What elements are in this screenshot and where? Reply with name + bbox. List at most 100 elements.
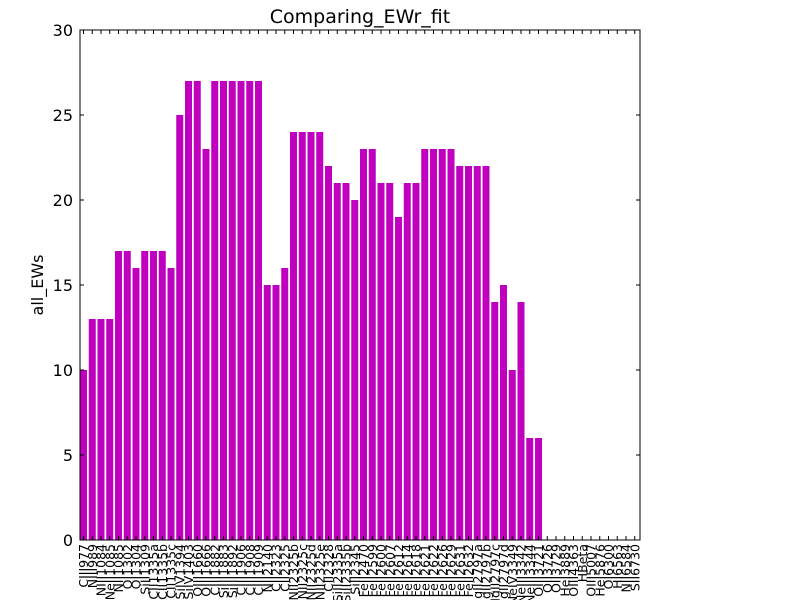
x-tick-label: OIII4363	[566, 544, 581, 597]
x-tick-label: NII2140	[260, 544, 275, 593]
bar-NII2325d	[307, 132, 315, 540]
x-tick-label: HBeta	[575, 544, 590, 582]
bar-NeIII3344	[526, 438, 534, 540]
x-tick-label: CIII1908	[242, 544, 257, 596]
bar-CII1335a	[150, 251, 157, 540]
bar-CIII1882	[211, 81, 219, 540]
bars-group	[80, 81, 542, 540]
x-tick-label: SiII2335a	[330, 544, 345, 600]
x-tick-label: FeII2632	[461, 544, 476, 597]
x-tick-label: FeII2631	[452, 544, 467, 597]
x-axis: CIII977NIII989NIII1084NeII1085NII1085OI1…	[76, 30, 642, 600]
x-tick-label: NeIV3349	[505, 544, 520, 600]
bar-FeII2612	[395, 217, 402, 540]
bar-CII1335b	[158, 251, 166, 540]
x-tick-label: NII2325c	[295, 544, 310, 600]
bar-SiIV1403	[185, 81, 192, 540]
x-tick-label: NII1085	[111, 544, 126, 593]
x-tick-label: SiIII1892	[225, 544, 240, 598]
x-tick-label: FeII2626	[435, 544, 450, 597]
y-tick-label: 5	[63, 446, 73, 465]
x-tick-label: OI1304	[129, 544, 144, 589]
x-tick-label: NII6584	[619, 544, 634, 593]
x-tick-label: CII2328	[321, 544, 336, 592]
x-tick-label: OIII3721	[531, 544, 546, 597]
x-tick-label: NeIII3342	[514, 544, 529, 600]
bar-FeII2621	[421, 149, 429, 540]
x-tick-label: NIII989	[85, 544, 100, 588]
x-tick-label: HI6563	[610, 544, 625, 589]
bar-CIII1908	[246, 81, 254, 540]
bar-OIII1660	[193, 81, 201, 540]
x-tick-label: FeII2629	[444, 544, 459, 597]
bar-CIII1906	[237, 81, 245, 540]
bar-OI1302	[123, 251, 131, 540]
x-tick-label: CII1335b	[155, 544, 170, 600]
x-tick-label: MgII2797a	[470, 544, 485, 600]
x-tick-label: MgII2797d	[496, 544, 511, 600]
x-tick-label: OI6300	[601, 544, 616, 589]
plot-frame	[79, 29, 641, 541]
bar-OI1304	[132, 268, 140, 540]
y-tick-label: 10	[53, 361, 73, 380]
bar-NII2140	[263, 285, 271, 540]
x-tick-label: NII2325e	[312, 544, 327, 600]
bar-OIII3721	[535, 438, 542, 540]
bar-NII2325c	[298, 132, 306, 540]
y-axis-label: all_EWs	[28, 255, 48, 316]
bar-NII1085	[115, 251, 122, 540]
x-tick-label: SiIII1883	[216, 544, 231, 598]
x-tick-label: MgII2797c	[487, 544, 502, 600]
x-tick-label: FeII2618	[409, 544, 424, 597]
bar-FeII2632	[465, 166, 472, 540]
bar-CII2323	[272, 285, 280, 540]
chart-title: Comparing_EWr_fit	[270, 6, 450, 28]
x-tick-label: FeII2614	[400, 544, 415, 597]
bar-FeII2629	[447, 149, 455, 540]
x-tick-label: NIII1084	[94, 544, 109, 596]
bar-MgII2797b	[482, 166, 490, 540]
x-tick-label: OII3726	[540, 544, 555, 593]
x-tick-label: NII2325d	[304, 544, 319, 600]
bar-SiII2335b	[342, 183, 350, 540]
bar-NII2325b	[290, 132, 297, 540]
x-tick-label: FeII2599	[365, 544, 380, 597]
bar-SiII1309	[141, 251, 149, 540]
x-tick-label: CIII1906	[234, 544, 249, 596]
bar-MgII2797c	[491, 302, 499, 540]
x-tick-label: CIII1882	[207, 544, 222, 596]
y-tick-label: 30	[53, 21, 73, 40]
bar-CIII1909	[255, 81, 262, 540]
bar-NII2325e	[316, 132, 324, 540]
x-tick-label: FeII2612	[391, 544, 406, 597]
x-tick-label: SiII2345	[347, 544, 362, 595]
bar-MgII2797a	[473, 166, 481, 540]
bar-CII2328	[325, 166, 332, 540]
y-tick-label: 25	[53, 106, 73, 125]
x-tick-label: FeII2600	[374, 544, 389, 597]
x-tick-label: NII2325b	[286, 544, 301, 600]
x-tick-label: SiII2335b	[339, 544, 354, 600]
bar-CII1335c	[167, 268, 175, 540]
x-tick-label: OIII1660	[190, 544, 205, 597]
bar-SiIII1883	[220, 81, 227, 540]
x-tick-label: OIII5007	[584, 544, 599, 597]
x-tick-label: OIII1666	[199, 544, 214, 597]
bar-FeII2607	[386, 183, 394, 540]
y-axis: 0 5 10 15 20 25 30	[53, 21, 640, 550]
bar-SiIII1892	[228, 81, 236, 540]
bar-MgII2797d	[500, 285, 507, 540]
bar-FeII2631	[456, 166, 464, 540]
x-tick-label: SiII1309	[137, 544, 152, 595]
x-tick-label: CII1335c	[164, 544, 179, 599]
bar-FeII2600	[377, 183, 385, 540]
x-tick-label: FeII2607	[382, 544, 397, 597]
x-tick-label: FeII2622	[426, 544, 441, 597]
bar-FeII2599	[368, 149, 376, 540]
bar-SiII2345	[351, 200, 359, 540]
y-tick-label: 15	[53, 276, 73, 295]
bar-FeII2622	[430, 149, 437, 540]
bar-SiII2335a	[333, 183, 341, 540]
x-tick-label: MgII2797b	[479, 544, 494, 600]
